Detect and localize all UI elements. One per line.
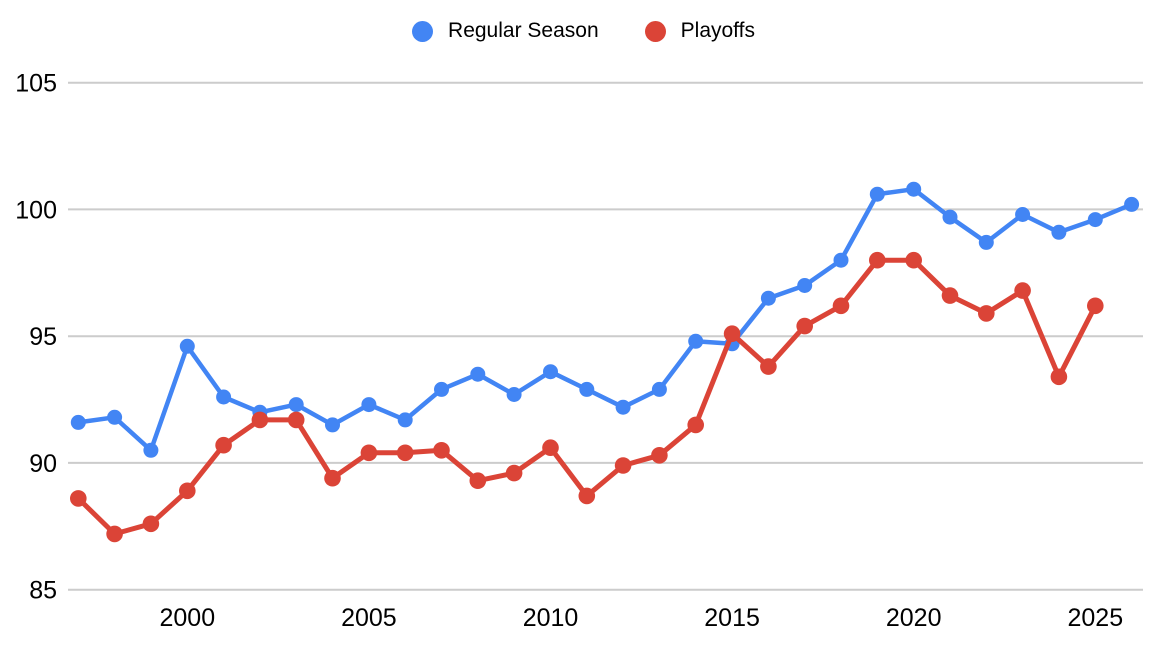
data-point	[179, 482, 196, 500]
legend-dot-playoffs-icon	[644, 20, 666, 42]
data-point	[1050, 368, 1068, 386]
y-tick-label: 105	[15, 70, 57, 98]
data-point	[505, 464, 523, 482]
data-point	[942, 209, 958, 225]
data-point	[869, 186, 885, 202]
x-tick-label: 2005	[341, 604, 397, 632]
x-tick-label: 2000	[159, 604, 215, 632]
data-point	[1087, 297, 1104, 315]
data-point	[833, 252, 849, 268]
data-point	[723, 325, 741, 343]
data-point	[1015, 207, 1031, 222]
data-point	[687, 416, 704, 434]
data-point	[905, 251, 922, 269]
x-tick-label: 2020	[886, 604, 942, 632]
x-axis-labels: 2000 2005 2010 2015 2020 2025	[159, 604, 1123, 632]
data-point	[578, 487, 596, 505]
y-tick-label: 90	[29, 450, 57, 478]
data-point	[797, 278, 813, 293]
data-point	[70, 414, 86, 430]
data-point	[70, 490, 87, 507]
legend-item-regular-season: Regular Season	[412, 19, 599, 43]
data-point	[287, 411, 305, 429]
data-point	[324, 469, 341, 487]
data-point	[688, 333, 704, 349]
data-point	[651, 381, 667, 397]
data-point	[1014, 282, 1031, 299]
y-tick-label: 100	[15, 196, 57, 224]
x-tick-label: 2015	[704, 604, 760, 632]
x-tick-label: 2025	[1067, 604, 1123, 632]
data-point	[1051, 224, 1067, 240]
data-point	[215, 436, 232, 454]
data-point	[760, 358, 777, 375]
series-line	[76, 186, 1134, 453]
data-point	[651, 447, 668, 464]
data-point	[107, 409, 123, 425]
data-point	[325, 417, 340, 433]
data-point	[361, 397, 377, 413]
data-point	[434, 381, 449, 397]
legend-label-regular-season: Regular Season	[448, 19, 599, 42]
series-regular-season	[70, 181, 1140, 458]
data-point	[1124, 196, 1140, 212]
data-point	[832, 297, 850, 315]
series-playoffs	[70, 251, 1104, 543]
data-point	[470, 366, 486, 382]
y-axis-labels: 85 90 95 100 105	[15, 70, 57, 605]
legend-item-playoffs: Playoffs	[644, 19, 755, 43]
data-point	[251, 411, 269, 429]
data-point	[941, 287, 959, 304]
y-tick-label: 95	[29, 323, 57, 351]
data-point	[396, 444, 414, 462]
data-point	[906, 181, 922, 197]
data-point	[615, 399, 631, 415]
data-point	[978, 234, 994, 250]
data-point	[433, 442, 450, 459]
data-point	[360, 444, 378, 462]
data-point	[614, 457, 632, 474]
legend-dot-regular-season-icon	[412, 20, 434, 42]
data-point	[142, 515, 160, 533]
chart-legend: Regular Season Playoffs	[0, 19, 1167, 43]
data-point	[579, 381, 595, 397]
data-point	[1087, 212, 1103, 228]
data-point	[216, 389, 232, 405]
data-point	[869, 251, 886, 269]
data-point	[106, 525, 123, 543]
data-point	[978, 305, 995, 322]
data-point	[143, 442, 159, 458]
y-tick-label: 85	[29, 577, 57, 605]
gridlines	[68, 81, 1143, 591]
data-point	[288, 397, 304, 413]
data-point	[179, 338, 195, 354]
data-point	[760, 290, 776, 306]
data-point	[543, 364, 558, 380]
data-point	[506, 387, 522, 402]
legend-label-playoffs: Playoffs	[680, 19, 755, 42]
data-point	[397, 412, 413, 428]
x-tick-label: 2010	[523, 604, 579, 632]
data-point	[542, 439, 559, 457]
data-point	[796, 317, 813, 335]
data-point	[469, 472, 487, 490]
